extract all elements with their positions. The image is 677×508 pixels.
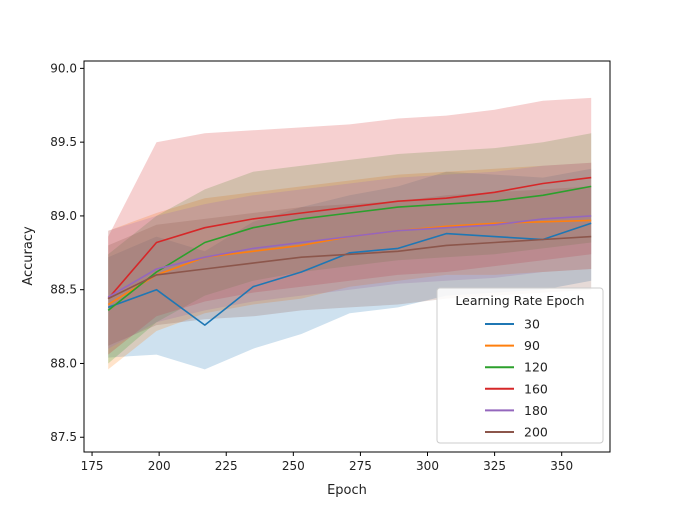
line-series-30 (107, 222, 592, 326)
legend-items: 30 90 120 160 180 200 (485, 317, 548, 440)
legend-box (436, 287, 604, 444)
line-series-180 (107, 215, 592, 298)
band-series-180 (108, 162, 592, 349)
band-series-90 (108, 162, 592, 370)
x-tick-label: 225 (215, 459, 238, 473)
legend-label-120: 120 (524, 360, 548, 375)
y-axis-ticks: 87.5 88.0 88.5 89.0 89.5 90.0 (50, 61, 84, 444)
band-series-30 (108, 168, 592, 370)
band-series-160 (108, 97, 592, 355)
y-tick-label: 89.0 (50, 209, 77, 223)
y-tick-label: 87.5 (50, 430, 77, 444)
x-tick-label: 200 (148, 459, 171, 473)
y-axis-title: Accuracy (21, 226, 36, 286)
legend: Learning Rate Epoch 30 90 120 160 180 200 (436, 287, 604, 444)
x-tick-label: 350 (550, 459, 573, 473)
line-series-160 (107, 176, 592, 300)
series-lines (107, 176, 592, 326)
legend-label-30: 30 (524, 317, 540, 332)
x-tick-label: 325 (483, 459, 506, 473)
line-series-200 (107, 235, 592, 300)
axes-frame (83, 60, 611, 453)
y-tick-label: 88.0 (50, 356, 77, 370)
x-axis-title: Epoch (327, 483, 367, 498)
x-tick-label: 275 (349, 459, 372, 473)
x-tick-label: 300 (416, 459, 439, 473)
y-tick-label: 90.0 (50, 61, 77, 75)
legend-label-160: 160 (524, 381, 548, 396)
line-series-120 (107, 185, 592, 312)
legend-title: Learning Rate Epoch (455, 293, 584, 308)
legend-label-180: 180 (524, 403, 548, 418)
band-series-120 (108, 133, 592, 364)
y-tick-label: 88.5 (50, 283, 77, 297)
y-tick-label: 89.5 (50, 135, 77, 149)
x-tick-label: 250 (282, 459, 305, 473)
x-axis-ticks: 175 200 225 250 275 300 325 350 (81, 452, 573, 473)
legend-label-90: 90 (524, 338, 540, 353)
x-tick-label: 175 (81, 459, 104, 473)
legend-label-200: 200 (524, 425, 548, 440)
